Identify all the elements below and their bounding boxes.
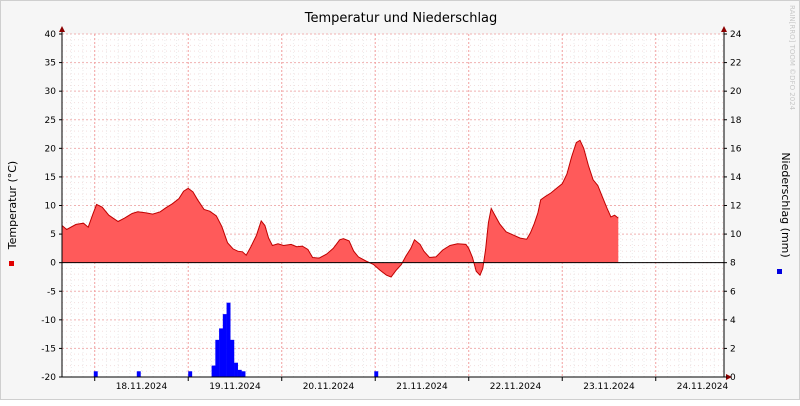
- y-right-label: Niederschlag (mm): [779, 152, 792, 257]
- x-tick-label: 20.11.2024: [303, 382, 355, 392]
- y-right-tick-label: 20: [730, 87, 742, 97]
- precip-bar: [234, 362, 238, 377]
- y-right-tick-label: 16: [730, 144, 742, 154]
- y-left-tick-label: 15: [45, 173, 56, 183]
- precip-bar: [222, 314, 227, 377]
- precip-bar: [211, 365, 216, 377]
- temperature-area: [61, 139, 724, 278]
- x-tick-label: 18.11.2024: [116, 382, 168, 392]
- y-right-tick-label: 22: [730, 59, 741, 69]
- y-right-tick-label: 18: [730, 116, 742, 126]
- precip-bar: [188, 371, 193, 377]
- precip-bar: [136, 371, 141, 377]
- y-left-ticks: 40 35 30 25 20 15 10 5 0 -5 -10 -15 -20: [41, 30, 62, 383]
- y-left-tick-label: 40: [45, 30, 57, 40]
- y-left-tick-label: -15: [41, 344, 56, 354]
- y-right-tick-label: 2: [730, 344, 736, 354]
- x-tick-label: 21.11.2024: [396, 382, 448, 392]
- y-left-tick-label: 35: [45, 59, 56, 69]
- legend-temperature-marker: [9, 261, 14, 266]
- y-right-tick-label: 4: [730, 316, 736, 326]
- y-left-tick-label: 10: [45, 202, 57, 212]
- precip-bar: [237, 369, 242, 377]
- precip-bar: [374, 371, 379, 377]
- y-left-label: Temperatur (°C): [6, 161, 19, 250]
- precip-bar: [215, 339, 220, 377]
- y-right-tick-label: 24: [730, 30, 742, 40]
- y-right-tick-label: 12: [730, 202, 741, 212]
- y-right-tick-label: 14: [730, 173, 742, 183]
- precip-bar: [219, 328, 224, 377]
- y-right-tick-label: 8: [730, 259, 736, 269]
- temperature-area-fill: [62, 140, 619, 277]
- x-ticks: 18.11.2024 19.11.2024 20.11.2024 21.11.2024…: [94, 377, 729, 392]
- axes: [59, 26, 732, 380]
- y-right-tick-label: 6: [730, 287, 736, 297]
- precip-bars: [93, 302, 379, 377]
- y-left-tick-label: -20: [41, 373, 56, 383]
- x-tick-label: 23.11.2024: [583, 382, 635, 392]
- y-left-tick-label: -10: [41, 316, 56, 326]
- precip-bar: [230, 339, 235, 377]
- y-right-tick-label: 10: [730, 230, 742, 240]
- y-right-tick-label: 0: [730, 373, 736, 383]
- x-tick-label: 24.11.2024: [677, 382, 729, 392]
- watermark: RAIN[RRO] TOOM ©DFO 2024: [788, 5, 796, 111]
- precip-bar: [93, 371, 98, 377]
- legend-precipitation-marker: [777, 269, 782, 274]
- y-left-tick-label: 25: [45, 116, 56, 126]
- y-right-axis-arrow: [721, 26, 727, 32]
- y-left-tick-label: -5: [47, 287, 56, 297]
- y-left-tick-label: 30: [45, 87, 57, 97]
- grid: [62, 33, 724, 378]
- chart-title: Temperatur und Niederschlag: [304, 11, 498, 26]
- x-tick-label: 19.11.2024: [209, 382, 261, 392]
- temperature-line: [61, 139, 619, 278]
- precip-bar: [241, 371, 246, 377]
- x-axis-arrow: [726, 374, 732, 380]
- y-left-axis-arrow: [59, 26, 65, 32]
- x-tick-label: 22.11.2024: [490, 382, 542, 392]
- precip-bar: [226, 302, 231, 377]
- y-left-tick-label: 0: [50, 259, 56, 269]
- y-left-tick-label: 20: [45, 144, 57, 154]
- plot-background: [62, 34, 724, 377]
- y-left-tick-label: 5: [50, 230, 56, 240]
